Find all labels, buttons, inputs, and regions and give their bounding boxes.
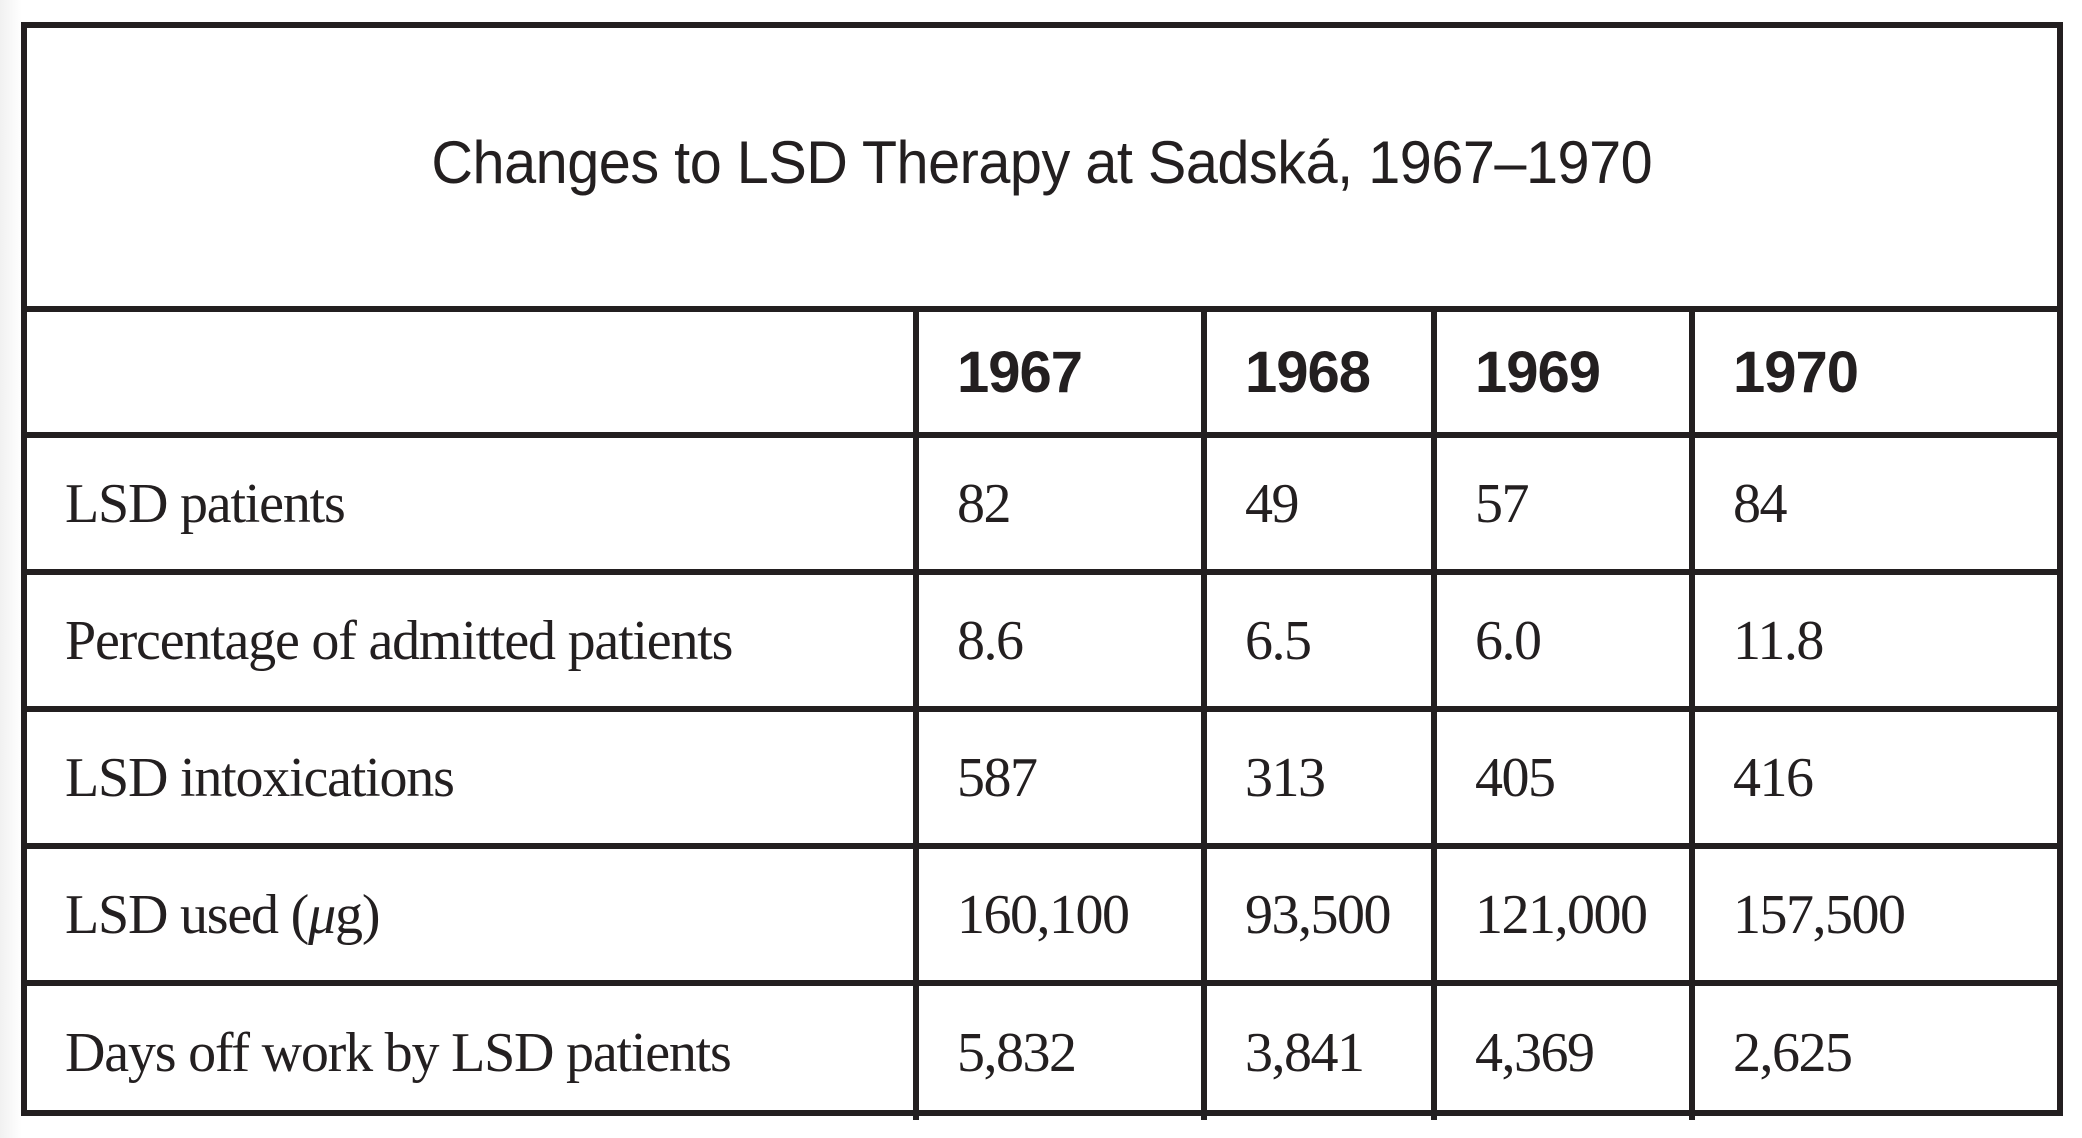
- table-title: Changes to LSD Therapy at Sadská, 1967–1…: [431, 128, 1653, 196]
- title-row: Changes to LSD Therapy at Sadská, 1967–1…: [27, 28, 2057, 312]
- column-header-1970: 1970: [1689, 312, 2057, 438]
- table-row-lsd-used: LSD used (μg) 160,100 93,500 121,000 157…: [27, 843, 2057, 986]
- row-label: LSD patients: [27, 432, 919, 575]
- column-header-1967: 1967: [913, 312, 1207, 438]
- corner-header: [27, 312, 919, 438]
- row-label-suffix: g): [335, 883, 380, 946]
- table-cell: 8.6: [913, 569, 1207, 712]
- table-frame: Changes to LSD Therapy at Sadská, 1967–1…: [21, 22, 2063, 1120]
- row-label: LSD used (μg): [27, 843, 919, 986]
- data-table: 1967 1968 1969 1970 LSD patients 82 49 5…: [27, 312, 2057, 1120]
- table-cell: 121,000: [1431, 843, 1695, 986]
- table-cell: 84: [1689, 432, 2057, 575]
- row-label-unit-mu: μ: [308, 883, 336, 946]
- table-cell: 157,500: [1689, 843, 2057, 986]
- table-cell: 6.5: [1201, 569, 1437, 712]
- table-cell: 2,625: [1689, 980, 2057, 1120]
- table-cell: 49: [1201, 432, 1437, 575]
- table-cell: 416: [1689, 706, 2057, 849]
- row-label: Days off work by LSD patients: [27, 980, 919, 1120]
- table-row-lsd-intoxications: LSD intoxications 587 313 405 416: [27, 706, 2057, 849]
- header-row: 1967 1968 1969 1970: [27, 312, 2057, 438]
- table-cell: 4,369: [1431, 980, 1695, 1120]
- table-cell: 313: [1201, 706, 1437, 849]
- table-cell: 3,841: [1201, 980, 1437, 1120]
- column-header-1969: 1969: [1431, 312, 1695, 438]
- table-cell: 5,832: [913, 980, 1207, 1120]
- table-row-days-off-work: Days off work by LSD patients 5,832 3,84…: [27, 980, 2057, 1120]
- column-header-1968: 1968: [1201, 312, 1437, 438]
- row-label: Percentage of admitted patients: [27, 569, 919, 712]
- row-label: LSD intoxications: [27, 706, 919, 849]
- table-cell: 6.0: [1431, 569, 1695, 712]
- table-cell: 57: [1431, 432, 1695, 575]
- table-cell: 82: [913, 432, 1207, 575]
- table-cell: 587: [913, 706, 1207, 849]
- table-cell: 93,500: [1201, 843, 1437, 986]
- table-row-percentage-admitted: Percentage of admitted patients 8.6 6.5 …: [27, 569, 2057, 712]
- table-row-lsd-patients: LSD patients 82 49 57 84: [27, 432, 2057, 575]
- table-cell: 11.8: [1689, 569, 2057, 712]
- row-label-prefix: LSD used (: [65, 883, 309, 946]
- table-cell: 160,100: [913, 843, 1207, 986]
- table-cell: 405: [1431, 706, 1695, 849]
